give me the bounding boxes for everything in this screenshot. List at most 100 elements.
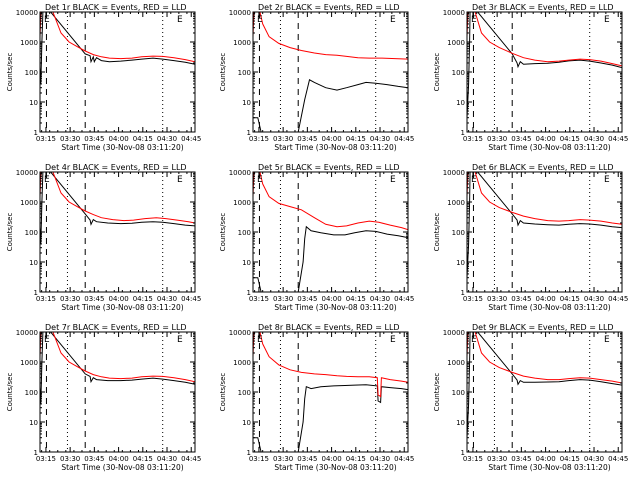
- x-tick-label: 03:45: [297, 455, 317, 463]
- y-tick-label: 10: [456, 419, 465, 427]
- plot-area: [467, 12, 622, 132]
- y-tick-label: 100: [25, 389, 38, 397]
- x-axis-label: Start Time (30-Nov-08 03:11:20): [274, 303, 396, 312]
- y-tick-label: 10: [29, 419, 38, 427]
- x-axis-label: Start Time (30-Nov-08 03:11:20): [488, 303, 610, 312]
- x-tick-label: 04:00: [108, 295, 128, 303]
- x-tick-label: 04:15: [346, 455, 366, 463]
- x-tick-label: 03:45: [84, 455, 104, 463]
- panel-title: Det 1r BLACK = Events, RED = LLD: [45, 3, 187, 12]
- x-tick-label: 03:45: [84, 295, 104, 303]
- y-tick-label: 1000: [20, 359, 38, 367]
- y-axis-label: Counts/sec: [6, 53, 14, 92]
- x-tick-label: 04:45: [394, 455, 414, 463]
- y-axis-label: Counts/sec: [219, 53, 227, 92]
- x-tick-label: 03:30: [273, 455, 293, 463]
- detector-panel-3: 1 10 100 1000 10000 03:15 03:30 03:45 04:00 04:15…: [433, 3, 628, 152]
- plot-area: [40, 12, 195, 132]
- annotation-e: E: [177, 175, 183, 185]
- annotation-e: E: [471, 15, 477, 25]
- x-tick-label: 04:30: [157, 295, 177, 303]
- detector-panel-5: 1 10 100 1000 10000 03:15 03:30 03:45 04:00 04:15…: [219, 163, 414, 312]
- x-tick-label: 03:15: [249, 455, 269, 463]
- x-tick-label: 04:00: [535, 455, 555, 463]
- annotation-e: E: [44, 175, 50, 185]
- annotation-e: E: [257, 335, 263, 345]
- events-series-line: [467, 332, 622, 438]
- y-tick-label: 100: [238, 69, 251, 77]
- y-tick-label: 1000: [233, 39, 251, 47]
- x-axis-label: Start Time (30-Nov-08 03:11:20): [488, 143, 610, 152]
- x-tick-label: 04:15: [133, 295, 153, 303]
- y-tick-label: 1000: [447, 39, 465, 47]
- y-tick-label: 100: [452, 389, 465, 397]
- x-tick-label: 04:15: [560, 455, 580, 463]
- x-tick-label: 04:15: [133, 455, 153, 463]
- annotation-e: E: [257, 175, 263, 185]
- annotation-e: E: [604, 15, 610, 25]
- y-axis-label: Counts/sec: [433, 373, 441, 412]
- panel-title: Det 9r BLACK = Events, RED = LLD: [472, 323, 614, 332]
- x-tick-label: 03:15: [36, 455, 56, 463]
- y-axis-label: Counts/sec: [219, 213, 227, 252]
- x-tick-label: 04:30: [157, 135, 177, 143]
- x-tick-label: 03:15: [249, 295, 269, 303]
- y-tick-label: 10: [456, 99, 465, 107]
- x-tick-label: 04:45: [608, 135, 628, 143]
- y-tick-label: 1: [34, 289, 38, 297]
- x-tick-label: 03:15: [36, 135, 56, 143]
- panel-title: Det 2r BLACK = Events, RED = LLD: [258, 3, 400, 12]
- y-axis-label: Counts/sec: [433, 213, 441, 252]
- x-tick-label: 03:15: [463, 135, 483, 143]
- panel-title: Det 8r BLACK = Events, RED = LLD: [258, 323, 400, 332]
- x-tick-label: 04:45: [608, 295, 628, 303]
- x-tick-label: 04:30: [370, 135, 390, 143]
- plot-area: [467, 332, 622, 452]
- plot-area: [40, 172, 195, 292]
- x-tick-label: 03:15: [463, 455, 483, 463]
- y-axis-label: Counts/sec: [433, 53, 441, 92]
- y-axis-label: Counts/sec: [6, 373, 14, 412]
- events-series-line: [40, 12, 195, 84]
- detector-panel-4: 1 10 100 1000 10000 03:15 03:30 03:45 04:00 04:15…: [6, 163, 201, 312]
- x-tick-label: 03:45: [84, 135, 104, 143]
- lld-series-line: [40, 12, 195, 63]
- y-tick-label: 100: [452, 69, 465, 77]
- y-tick-label: 10: [242, 99, 251, 107]
- x-tick-label: 04:00: [108, 135, 128, 143]
- lld-series-line: [40, 332, 195, 383]
- x-tick-label: 04:15: [346, 295, 366, 303]
- annotation-e: E: [604, 175, 610, 185]
- detector-panel-1: 1 10 100 1000 10000 03:15 03:30 03:45 04:00 04:15…: [6, 3, 201, 152]
- y-tick-label: 10000: [229, 329, 251, 337]
- x-tick-label: 03:30: [60, 455, 80, 463]
- x-tick-label: 03:15: [249, 135, 269, 143]
- x-tick-label: 03:15: [463, 295, 483, 303]
- lld-series-line: [467, 172, 622, 225]
- plot-area: [253, 12, 408, 132]
- y-tick-label: 1000: [233, 359, 251, 367]
- x-tick-label: 04:45: [181, 455, 201, 463]
- x-tick-label: 04:00: [321, 295, 341, 303]
- y-tick-label: 1000: [447, 199, 465, 207]
- x-tick-label: 04:30: [584, 135, 604, 143]
- y-tick-label: 1: [461, 449, 465, 457]
- x-tick-label: 04:30: [370, 455, 390, 463]
- x-tick-label: 04:45: [181, 135, 201, 143]
- y-tick-label: 1000: [447, 359, 465, 367]
- x-axis-label: Start Time (30-Nov-08 03:11:20): [61, 463, 183, 472]
- y-tick-label: 100: [25, 229, 38, 237]
- annotation-e: E: [257, 15, 263, 25]
- detector-panel-2: 1 10 100 1000 10000 03:15 03:30 03:45 04:00 04:15…: [219, 3, 414, 152]
- annotation-e: E: [390, 335, 396, 345]
- y-tick-label: 100: [238, 229, 251, 237]
- x-tick-label: 04:30: [370, 295, 390, 303]
- y-tick-label: 1: [247, 449, 251, 457]
- annotation-e: E: [390, 15, 396, 25]
- x-tick-label: 03:45: [297, 295, 317, 303]
- y-tick-label: 10000: [16, 329, 38, 337]
- y-tick-label: 1: [34, 449, 38, 457]
- lld-series-line: [467, 332, 622, 384]
- x-tick-label: 04:45: [608, 455, 628, 463]
